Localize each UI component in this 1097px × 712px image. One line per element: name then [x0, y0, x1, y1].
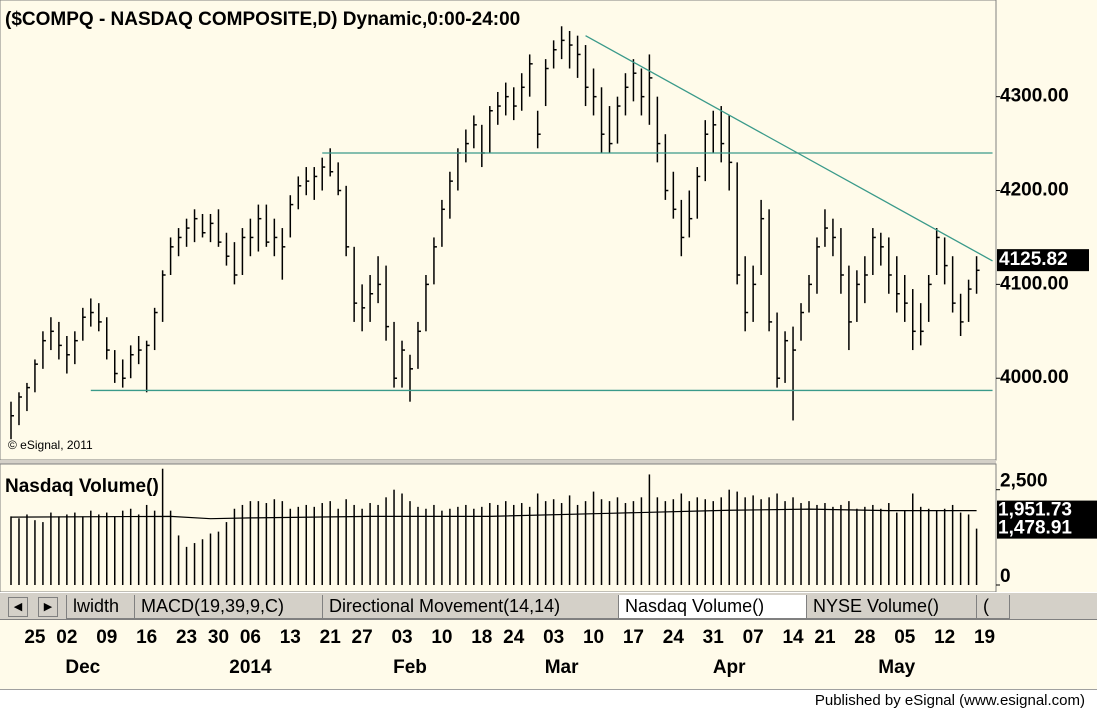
study-tab[interactable]: MACD(19,39,9,C) — [134, 595, 330, 619]
x-tick-label: 14 — [782, 627, 804, 648]
x-tick-label: 21 — [814, 627, 836, 648]
volume-readout: 1,951.73 — [998, 500, 1072, 521]
last-price-box — [997, 249, 1089, 272]
volume-readout: 1,478.91 — [998, 518, 1072, 539]
x-tick-label: 18 — [471, 627, 492, 648]
trend-line — [585, 35, 993, 262]
x-tick-label: 12 — [934, 627, 955, 648]
last-price-label: 4125.82 — [999, 249, 1068, 270]
x-tick-label: 19 — [974, 627, 995, 648]
x-tick-label: 21 — [320, 627, 342, 648]
volume-tick-label: 2,500 — [1000, 471, 1048, 492]
x-tick-label: 05 — [894, 627, 916, 648]
x-tick-label: 10 — [583, 627, 604, 648]
x-tick-label: 06 — [240, 627, 261, 648]
y-tick-label: 4300.00 — [1000, 86, 1069, 107]
x-tick-label: 02 — [56, 627, 77, 648]
x-tick-label: 30 — [208, 627, 229, 648]
study-tab[interactable]: NYSE Volume() — [806, 595, 984, 619]
footer: Published by eSignal (www.esignal.com) — [0, 689, 1097, 712]
study-tab[interactable]: Directional Movement(14,14) — [322, 595, 626, 619]
month-label: 2014 — [229, 657, 272, 678]
footer-text: Published by eSignal (www.esignal.com) — [814, 692, 1085, 709]
volume-readout-box — [997, 518, 1097, 539]
scroll-left[interactable]: ◀ — [8, 597, 28, 617]
x-tick-label: 25 — [24, 627, 46, 648]
y-tick-label: 4000.00 — [1000, 367, 1069, 388]
x-tick-label: 03 — [391, 627, 412, 648]
volume-readout-box — [997, 500, 1097, 521]
x-tick-label: 10 — [431, 627, 452, 648]
study-tab[interactable]: lwidth — [66, 595, 142, 619]
x-tick-label: 23 — [176, 627, 197, 648]
x-tick-label: 09 — [96, 627, 117, 648]
x-tick-label: 17 — [623, 627, 644, 648]
month-label: Apr — [713, 657, 746, 678]
volume-title: Nasdaq Volume() — [5, 476, 159, 497]
study-tab[interactable]: ( — [976, 595, 1010, 619]
x-tick-label: 24 — [503, 627, 525, 648]
volume-average — [10, 508, 977, 520]
x-tick-label: 16 — [136, 627, 157, 648]
x-tick-label: 24 — [663, 627, 685, 648]
x-tick-label: 07 — [743, 627, 764, 648]
price-panel — [0, 0, 997, 461]
month-label: May — [878, 657, 915, 678]
date-axis: 25 02 09 16 23 30 06 13 21 27 03 10 18 24 03 10 17 24 31 07… — [24, 627, 995, 678]
x-tick-label: 13 — [280, 627, 301, 648]
panel-divider — [0, 460, 996, 464]
x-tick-label: 03 — [543, 627, 564, 648]
x-tick-label: 31 — [703, 627, 725, 648]
scroll-right[interactable]: ▶ — [38, 597, 58, 617]
chart: ($COMPQ - NASDAQ COMPOSITE,D) Dynamic,0:… — [0, 0, 1097, 592]
x-tick-label: 28 — [854, 627, 875, 648]
y-tick-label: 4200.00 — [1000, 180, 1069, 201]
x-tick-label: 27 — [352, 627, 373, 648]
chart-title: ($COMPQ - NASDAQ COMPOSITE,D) Dynamic,0:… — [5, 9, 520, 30]
y-tick-label: 4100.00 — [1000, 273, 1069, 294]
month-label: Dec — [65, 657, 100, 678]
month-label: Feb — [393, 657, 427, 678]
month-label: Mar — [545, 657, 579, 678]
study-tab[interactable]: Nasdaq Volume() — [618, 595, 814, 619]
study-tabs: ◀ ▶ lwidth MACD(19,39,9,C) Directional Mov… — [0, 592, 1097, 620]
copyright: © eSignal, 2011 — [8, 438, 93, 452]
volume-tick-label: 0 — [1000, 566, 1011, 587]
